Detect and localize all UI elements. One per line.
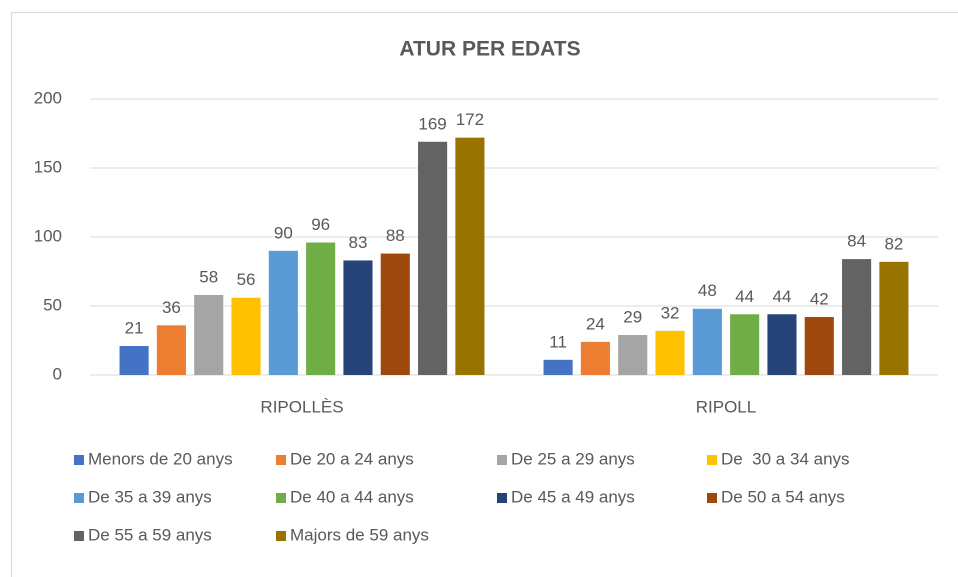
data-label: 84 bbox=[847, 232, 866, 251]
y-tick-label: 150 bbox=[34, 157, 62, 176]
legend-label: De 20 a 24 anys bbox=[290, 449, 414, 468]
bar bbox=[194, 294, 224, 375]
bar bbox=[730, 314, 760, 375]
y-tick-label: 0 bbox=[53, 364, 62, 383]
y-tick-label: 200 bbox=[34, 88, 62, 107]
legend-label: De 40 a 44 anys bbox=[290, 487, 414, 506]
bar bbox=[543, 359, 573, 375]
legend-label: De 25 a 29 anys bbox=[511, 449, 635, 468]
data-label: 32 bbox=[661, 303, 680, 322]
legend-label: Majors de 59 anys bbox=[290, 525, 429, 544]
data-label: 169 bbox=[418, 114, 446, 133]
data-label: 83 bbox=[349, 233, 368, 252]
legend-swatch bbox=[276, 493, 286, 503]
legend-label: De 35 a 39 anys bbox=[88, 487, 212, 506]
data-label: 172 bbox=[456, 110, 484, 129]
bar bbox=[580, 341, 610, 375]
legend-label: De 45 a 49 anys bbox=[511, 487, 635, 506]
bar bbox=[618, 334, 648, 375]
legend-swatch bbox=[276, 455, 286, 465]
data-label: 21 bbox=[125, 319, 144, 338]
data-label: 11 bbox=[549, 332, 567, 351]
bar bbox=[767, 314, 797, 375]
data-label: 58 bbox=[199, 267, 218, 286]
data-label: 56 bbox=[237, 270, 256, 289]
legend-swatch bbox=[497, 493, 507, 503]
bar bbox=[119, 346, 149, 375]
x-tick-label: RIPOLL bbox=[696, 397, 756, 416]
legend-swatch bbox=[74, 493, 84, 503]
data-label: 82 bbox=[884, 234, 903, 253]
legend-label: Menors de 20 anys bbox=[88, 449, 233, 468]
legend-label: De 55 a 59 anys bbox=[88, 525, 212, 544]
legend-swatch bbox=[497, 455, 507, 465]
bar bbox=[879, 261, 909, 375]
y-tick-label: 50 bbox=[43, 295, 62, 314]
legend-swatch bbox=[276, 531, 286, 541]
data-label: 24 bbox=[586, 314, 605, 333]
bar bbox=[804, 317, 834, 375]
bar bbox=[231, 297, 261, 375]
bar bbox=[156, 325, 186, 375]
data-label: 44 bbox=[735, 287, 754, 306]
bar bbox=[343, 260, 373, 375]
y-tick-label: 100 bbox=[34, 226, 62, 245]
bar bbox=[842, 259, 872, 375]
data-label: 29 bbox=[623, 307, 642, 326]
data-label: 42 bbox=[810, 290, 829, 309]
bar bbox=[268, 250, 298, 375]
data-label: 48 bbox=[698, 281, 717, 300]
legend-swatch bbox=[74, 531, 84, 541]
chart-title: ATUR PER EDATS bbox=[399, 38, 580, 61]
legend-swatch bbox=[707, 455, 717, 465]
bar bbox=[306, 242, 336, 375]
data-label: 96 bbox=[311, 215, 330, 234]
data-label: 44 bbox=[773, 287, 792, 306]
chart-border bbox=[11, 12, 958, 577]
bar bbox=[455, 137, 485, 375]
bar bbox=[418, 141, 448, 375]
bar bbox=[655, 330, 685, 375]
x-tick-label: RIPOLLÈS bbox=[260, 397, 343, 416]
legend-label: De 30 a 34 anys bbox=[721, 449, 850, 468]
data-label: 90 bbox=[274, 223, 293, 242]
legend-swatch bbox=[74, 455, 84, 465]
data-label: 88 bbox=[386, 226, 405, 245]
bar bbox=[380, 253, 410, 375]
bar bbox=[692, 308, 722, 375]
legend-label: De 50 a 54 anys bbox=[721, 487, 845, 506]
data-label: 36 bbox=[162, 298, 181, 317]
legend-swatch bbox=[707, 493, 717, 503]
